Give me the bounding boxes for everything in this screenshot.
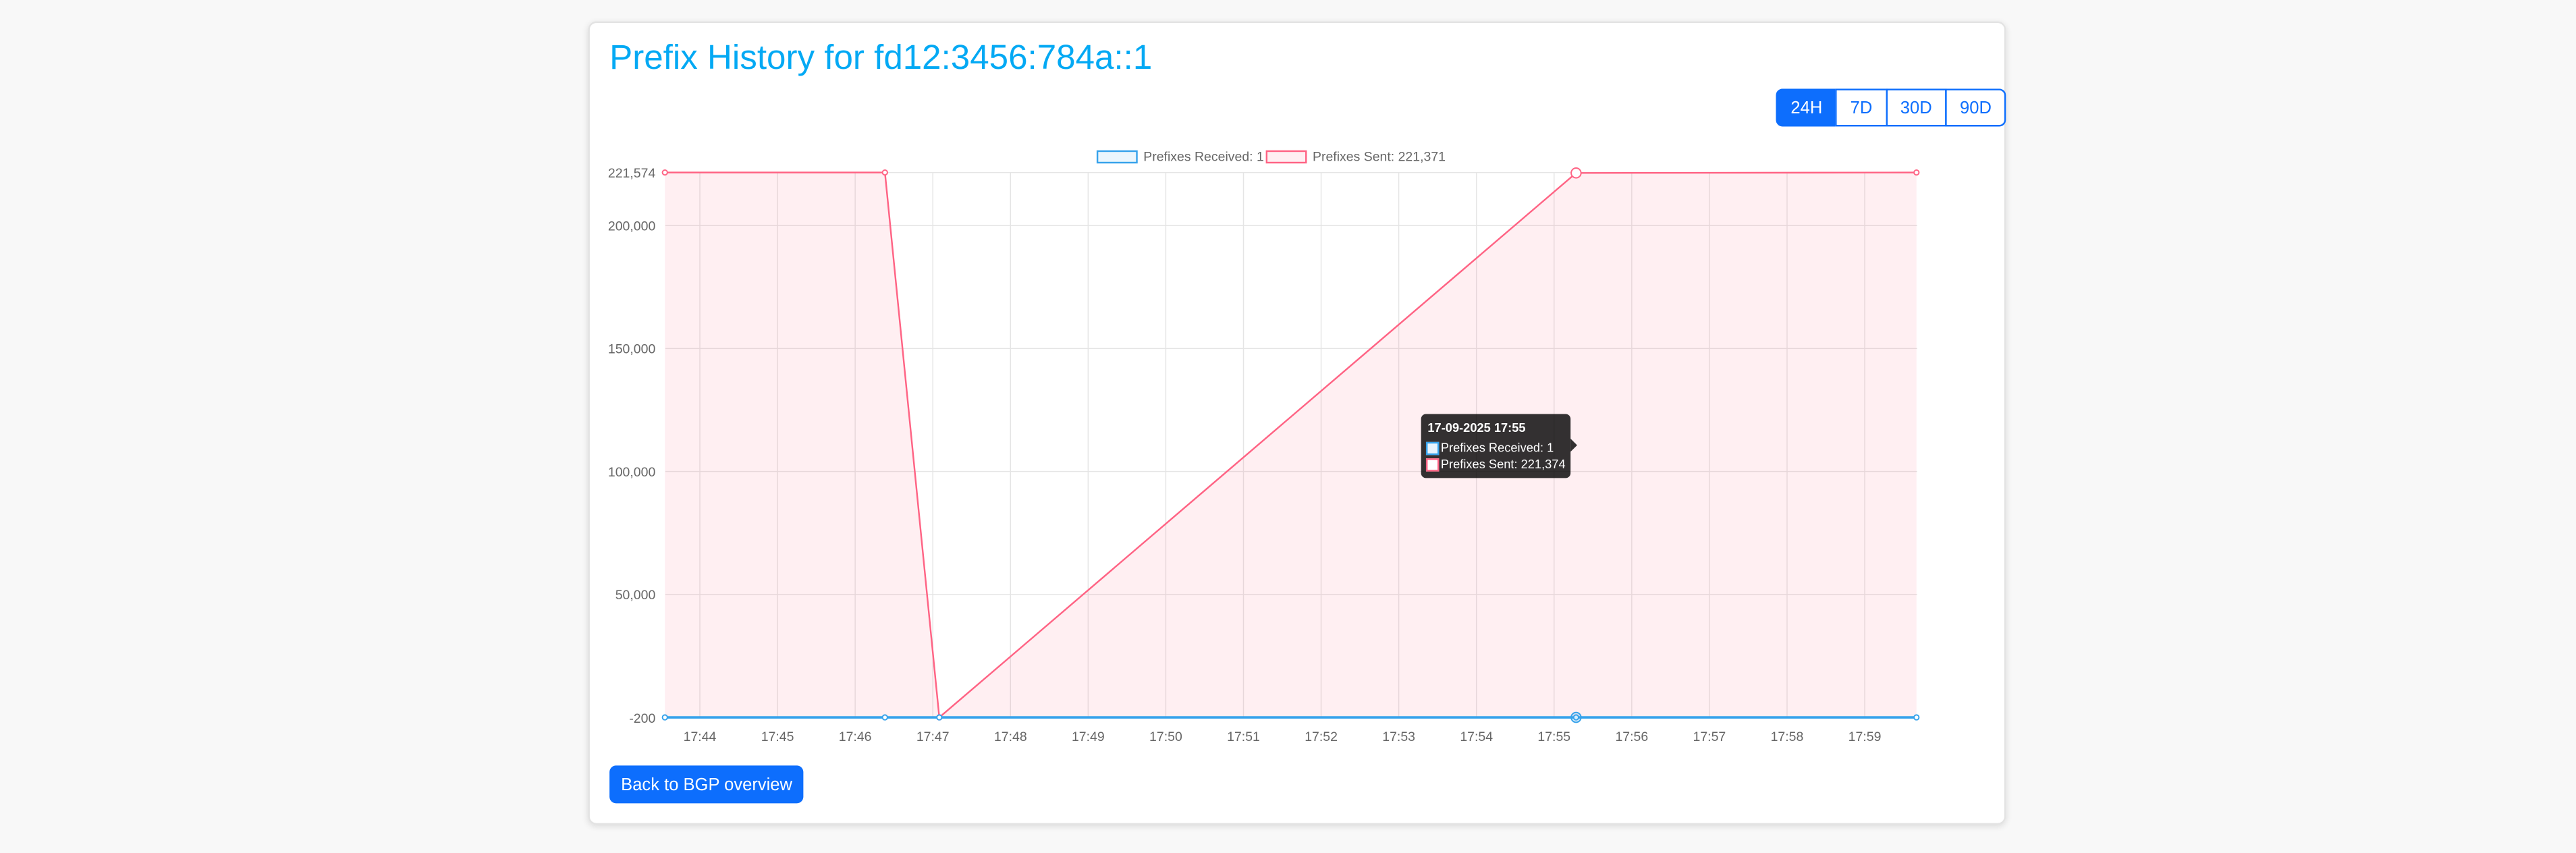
tooltip-row-sent: Prefixes Sent: 221,374 (1425, 456, 1566, 472)
x-tick-label: 17:47 (916, 730, 950, 744)
hover-point (1570, 711, 1582, 723)
data-point (1572, 714, 1580, 721)
x-tick-label: 17:50 (1149, 730, 1182, 744)
y-tick-label: 221,574 (608, 166, 656, 181)
legend-received-label[interactable]: Prefixes Received: 1 (1143, 150, 1264, 165)
range-90d-button[interactable]: 90D (1945, 88, 2006, 127)
range-30d-button[interactable]: 30D (1885, 88, 1947, 127)
tooltip-row-received: Prefixes Received: 1 (1425, 440, 1554, 456)
prefix-history-card: Prefix History for fd12:3456:784a::1 24H… (588, 21, 2006, 825)
sent-swatch-icon (1425, 457, 1440, 471)
data-point (661, 169, 668, 176)
tooltip-title: 17-09-2025 17:55 (1427, 420, 1526, 436)
legend-received-swatch[interactable] (1096, 150, 1138, 164)
x-tick-label: 17:49 (1072, 730, 1105, 744)
chart-legend: Prefixes Received: 1 Prefixes Sent: 221,… (1096, 150, 1446, 165)
x-tick-label: 17:52 (1305, 730, 1338, 744)
y-tick-label: 100,000 (608, 465, 656, 480)
range-24h-button[interactable]: 24H (1776, 88, 1838, 127)
tooltip-received-text: Prefixes Received: 1 (1440, 440, 1554, 456)
x-tick-label: 17:59 (1848, 730, 1882, 744)
x-tick-label: 17:46 (839, 730, 872, 744)
x-tick-label: 17:45 (761, 730, 794, 744)
received-swatch-icon (1425, 441, 1440, 455)
data-point (936, 714, 943, 721)
time-range-selector: 24H 7D 30D 90D (1776, 88, 2006, 127)
tooltip-sent-text: Prefixes Sent: 221,374 (1440, 456, 1566, 472)
legend-sent-swatch[interactable] (1265, 150, 1307, 164)
x-tick-label: 17:48 (994, 730, 1027, 744)
data-point (1913, 169, 1920, 176)
y-tick-label: 150,000 (608, 342, 656, 357)
data-point (881, 169, 888, 176)
y-tick-label: 200,000 (608, 219, 656, 234)
data-point (881, 714, 888, 721)
x-tick-label: 17:56 (1615, 730, 1648, 744)
y-tick-label: 50,000 (615, 588, 656, 603)
x-tick-label: 17:57 (1693, 730, 1726, 744)
series-area-1 (665, 172, 1917, 718)
y-tick-label: -200 (629, 711, 655, 726)
x-tick-label: 17:51 (1227, 730, 1260, 744)
data-point (1913, 714, 1920, 721)
legend-sent-label[interactable]: Prefixes Sent: 221,371 (1313, 150, 1446, 165)
x-tick-label: 17:44 (684, 730, 717, 744)
x-tick-label: 17:55 (1537, 730, 1570, 744)
x-tick-label: 17:53 (1382, 730, 1415, 744)
hover-point (1570, 167, 1582, 179)
chart-tooltip: 17-09-2025 17:55 Prefixes Received: 1 Pr… (1421, 414, 1577, 478)
back-to-bgp-overview-button[interactable]: Back to BGP overview (609, 765, 804, 804)
data-point (661, 714, 668, 721)
x-tick-label: 17:54 (1460, 730, 1493, 744)
page-title: Prefix History for fd12:3456:784a::1 (609, 39, 1153, 78)
x-tick-label: 17:58 (1771, 730, 1804, 744)
